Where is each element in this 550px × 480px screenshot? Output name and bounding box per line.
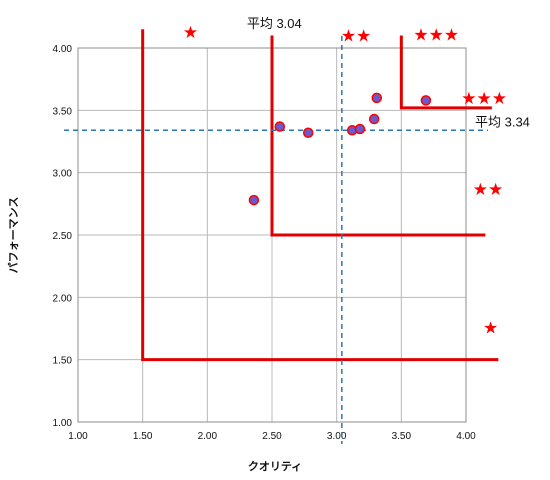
data-point [368, 113, 380, 125]
y-tick-label: 1.00 [53, 418, 73, 429]
x-tick-label: 3.00 [327, 431, 347, 442]
data-point [371, 92, 383, 104]
mean-lines [64, 36, 488, 444]
y-axis-title: パフォーマンス [7, 197, 20, 274]
mean-x-label: 平均 3.04 [247, 16, 302, 31]
data-points [248, 92, 432, 206]
data-point [274, 121, 286, 132]
data-point [354, 123, 366, 135]
star-label: ★★★ [413, 25, 459, 45]
y-tick-label: 2.00 [53, 293, 73, 304]
x-tick-label: 3.50 [392, 431, 412, 442]
zone-boundary [141, 29, 499, 362]
data-point [248, 194, 260, 206]
mean-y-label: 平均 3.34 [475, 114, 530, 129]
x-axis-title: クオリティ [248, 460, 302, 473]
star-label: ★★ [473, 180, 503, 200]
star-label: ★ [483, 318, 498, 338]
zone-boundary [399, 35, 492, 110]
x-tick-label: 4.00 [456, 431, 476, 442]
rating-zones [141, 29, 499, 362]
y-axis-ticks: 1.00 1.50 2.00 2.50 3.00 3.50 4.00 [53, 44, 73, 429]
star-label: ★★★ [461, 89, 507, 109]
y-tick-label: 4.00 [53, 44, 73, 55]
data-point [302, 127, 314, 139]
x-tick-label: 2.00 [198, 431, 218, 442]
star-label: ★ [183, 23, 198, 43]
x-tick-label: 1.00 [68, 431, 88, 442]
zone-boundary [270, 35, 486, 237]
x-tick-label: 2.50 [262, 431, 282, 442]
data-point [420, 95, 432, 106]
y-tick-label: 1.50 [53, 356, 73, 367]
x-axis-ticks: 1.00 1.50 2.00 2.50 3.00 3.50 4.00 [68, 431, 476, 442]
star-label: ★★ [341, 27, 371, 47]
x-tick-label: 1.50 [133, 431, 153, 442]
y-tick-label: 3.50 [53, 106, 73, 117]
y-tick-label: 3.00 [53, 169, 73, 180]
star-labels: ★ ★★ ★★★★★★★★★ [183, 23, 507, 338]
y-tick-label: 2.50 [53, 231, 73, 242]
